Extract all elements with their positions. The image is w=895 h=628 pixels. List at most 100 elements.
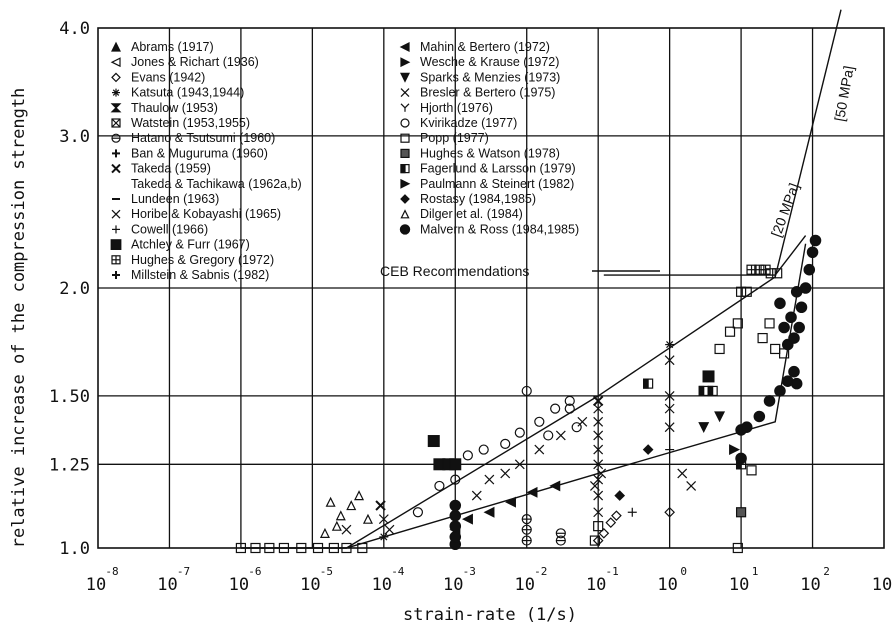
data-point [729, 444, 741, 456]
y-tick-label: 1.50 [49, 387, 90, 407]
data-point [555, 430, 566, 441]
legend-symbol [110, 103, 122, 113]
x-tick-exponent: 0 [680, 565, 687, 578]
data-points [235, 234, 822, 554]
data-point [449, 509, 462, 522]
x-tick-exponent: -1 [606, 565, 619, 578]
data-point [462, 450, 473, 461]
data-point [483, 506, 495, 518]
data-point [698, 422, 710, 434]
data-point [774, 385, 786, 397]
legend-symbol [111, 72, 121, 83]
legend-label: Rostasy (1984,1985) [420, 192, 536, 206]
x-tick-exponent: -5 [320, 565, 333, 578]
plot-frame [97, 27, 885, 549]
legend-symbol [112, 88, 120, 97]
legend-entry: Bresler & Bertero (1975) [400, 86, 555, 100]
data-point [296, 542, 307, 554]
legend-entry: Wesche & Krause (1972) [400, 55, 559, 69]
legend-label: Bresler & Bertero (1975) [420, 86, 555, 100]
data-point [378, 514, 389, 525]
legend-label: Hatano & Tsutsumi (1960) [131, 131, 275, 145]
legend-label: Jones & Richart (1936) [131, 55, 259, 69]
x-tick-label: 10 [800, 575, 820, 595]
data-point [521, 524, 532, 535]
data-point [790, 285, 803, 298]
legend-entry: Watstein (1953,1955) [111, 116, 250, 130]
legend-symbol [111, 255, 121, 265]
data-point [593, 403, 604, 414]
data-point [664, 422, 675, 433]
y-tick-label: 1.0 [59, 539, 90, 559]
data-point [785, 311, 797, 324]
legend-symbol [400, 72, 410, 83]
legend-symbol [111, 118, 121, 128]
legend-label: Cowell (1966) [131, 222, 208, 236]
data-point [478, 444, 489, 455]
data-point [806, 246, 819, 259]
data-point [760, 264, 771, 275]
data-point [735, 452, 747, 465]
legend-entry: Thaulow (1953) [110, 101, 218, 115]
legend-label: Fagerlund & Larsson (1979) [420, 162, 576, 176]
legend-entry: Abrams (1917) [111, 40, 214, 54]
data-point [449, 499, 462, 512]
data-point [555, 535, 566, 546]
data-point [462, 513, 473, 525]
x-tick-exponent: 1 [752, 565, 759, 578]
data-point [809, 234, 822, 247]
legend-entry: Hughes & Gregory (1972) [111, 253, 274, 267]
data-point [593, 459, 604, 470]
data-point [555, 528, 566, 539]
data-point [379, 532, 389, 542]
data-point [611, 510, 622, 522]
legend-entry: Fagerlund & Larsson (1979) [400, 162, 576, 176]
data-point [514, 427, 525, 438]
data-point [788, 365, 800, 378]
data-point [592, 395, 604, 407]
legend-label: Malvern & Ross (1984,1985) [420, 222, 579, 236]
legend-label: Hjorth (1976) [420, 101, 493, 115]
data-point [664, 506, 675, 518]
y-tick-label: 1.25 [49, 455, 90, 475]
data-point [514, 459, 525, 470]
data-point [593, 444, 604, 455]
data-point [598, 527, 610, 539]
legend-symbol [400, 118, 410, 128]
legend-label: Takeda (1959) [131, 162, 211, 176]
legend-label: Kvirikadze (1977) [420, 116, 517, 130]
legend-label: Horibe & Kobayashi (1965) [131, 207, 281, 221]
x-axis-title: strain-rate (1/s) [403, 605, 577, 625]
data-point [335, 510, 346, 521]
data-point [643, 378, 654, 389]
legend-symbol [400, 178, 411, 189]
legend-label: Dilger et al. (1984) [420, 207, 523, 221]
data-point [803, 263, 816, 276]
legend-symbol [400, 133, 410, 143]
x-tick-exponent: -8 [105, 565, 118, 578]
x-tick-exponent: -6 [248, 565, 261, 578]
data-point [521, 514, 532, 525]
data-point [543, 430, 554, 441]
legend-symbol [400, 148, 410, 158]
legend-label: Evans (1942) [131, 70, 205, 84]
data-point [250, 542, 261, 554]
x-tick-label: 10 [157, 575, 177, 595]
data-point [596, 468, 607, 479]
data-point [331, 520, 342, 531]
curve-50-mpa [240, 9, 842, 549]
legend-label: Atchley & Furr (1967) [131, 238, 250, 252]
legend-entry: Hughes & Watson (1978) [400, 146, 560, 160]
data-point [793, 321, 805, 334]
data-point [434, 480, 445, 492]
x-tick-exponent: -4 [391, 565, 405, 578]
legend-entry: Mahin & Bertero (1972) [399, 40, 550, 54]
data-point [627, 507, 637, 517]
x-tick-exponent: -3 [463, 565, 476, 578]
x-tick-label: 10 [86, 575, 106, 595]
data-point [664, 390, 675, 401]
data-point [549, 480, 561, 492]
data-point [757, 332, 768, 344]
data-point [341, 542, 352, 554]
data-point [698, 385, 709, 397]
